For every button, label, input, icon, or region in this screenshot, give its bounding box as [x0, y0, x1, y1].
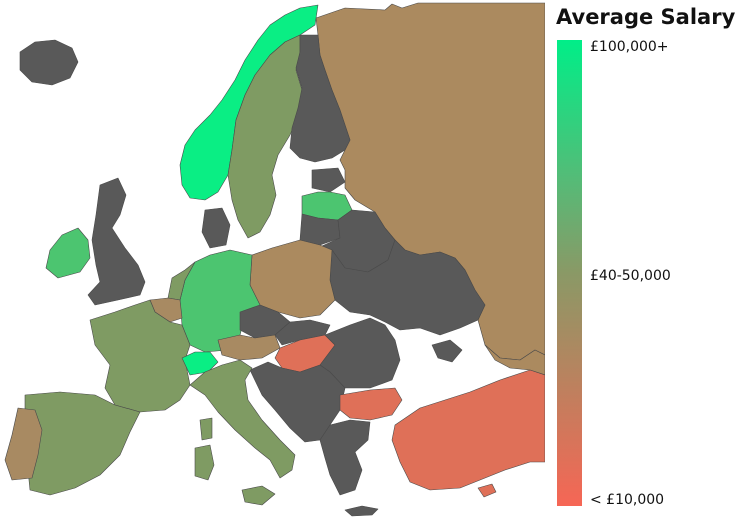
legend-label-top: £100,000+ [590, 39, 669, 55]
region-slovakia [274, 319, 331, 346]
region-austria [217, 334, 281, 361]
legend-label-bottom: < £10,000 [590, 492, 665, 508]
region-finland [289, 34, 351, 163]
region-sicily [241, 485, 276, 506]
region-ireland [45, 227, 91, 279]
region-bulgaria [339, 387, 403, 421]
region-spain [24, 391, 141, 496]
region-estonia [311, 167, 346, 193]
legend-title: Average Salary [556, 5, 736, 29]
region-greece [319, 419, 371, 496]
region-caucasus [484, 344, 545, 376]
legend-gradient-rect [557, 40, 582, 506]
region-iceland [19, 39, 79, 86]
legend-color-scale [557, 40, 582, 506]
legend-label-mid: £40-50,000 [590, 268, 671, 284]
region-denmark [201, 207, 231, 249]
region-corsica [199, 417, 213, 441]
region-france [89, 299, 191, 413]
region-uk [87, 177, 146, 306]
region-portugal [4, 407, 43, 481]
region-turkey [391, 369, 545, 491]
region-switzerland [181, 351, 219, 376]
region-ukraine [329, 239, 486, 336]
region-italy [189, 359, 296, 479]
region-sardinia [194, 444, 215, 481]
region-crimea [431, 339, 463, 363]
region-cyprus [477, 483, 497, 498]
europe-salary-map [4, 2, 545, 517]
region-crete [344, 505, 379, 517]
